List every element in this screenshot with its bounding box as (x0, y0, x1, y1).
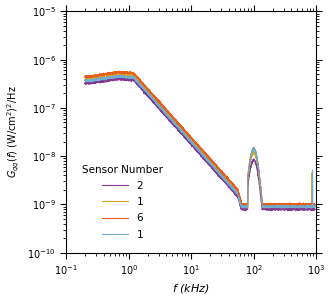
2 (181, 134, 185, 137)
1 (309, 206, 313, 210)
6 (284, 202, 288, 206)
1 (171, 121, 175, 125)
2 (313, 208, 317, 211)
6 (123, 72, 127, 76)
1 (181, 129, 185, 133)
X-axis label: $f$ (kHz): $f$ (kHz) (172, 282, 210, 296)
6 (116, 69, 120, 73)
1 (120, 72, 124, 76)
Line: 1: 1 (85, 75, 315, 208)
6 (181, 128, 185, 131)
2 (284, 207, 288, 210)
1 (171, 118, 175, 122)
1 (123, 75, 127, 78)
1 (83, 78, 87, 82)
1 (181, 131, 185, 135)
2 (83, 81, 87, 85)
1 (284, 205, 288, 208)
2 (116, 76, 120, 80)
2 (123, 76, 127, 80)
1 (109, 76, 113, 79)
Y-axis label: $G_{qq}(f)$ (W/cm$^2$)$^2$/Hz: $G_{qq}(f)$ (W/cm$^2$)$^2$/Hz (6, 86, 22, 178)
6 (306, 204, 310, 208)
Line: 2: 2 (85, 78, 315, 211)
Legend: 2, 1, 6, 1: 2, 1, 6, 1 (79, 161, 166, 243)
6 (308, 203, 312, 206)
1 (313, 205, 317, 209)
2 (269, 209, 273, 213)
1 (284, 204, 288, 208)
1 (123, 74, 127, 77)
6 (83, 76, 87, 79)
2 (109, 77, 113, 81)
6 (171, 115, 175, 119)
2 (308, 207, 312, 210)
6 (109, 72, 113, 76)
1 (313, 204, 317, 208)
1 (109, 74, 113, 78)
2 (171, 123, 175, 126)
1 (120, 73, 124, 77)
1 (283, 206, 287, 210)
1 (83, 79, 87, 82)
6 (313, 203, 317, 207)
Line: 1: 1 (85, 74, 315, 208)
Line: 6: 6 (85, 71, 315, 206)
1 (308, 205, 312, 209)
1 (308, 205, 312, 209)
